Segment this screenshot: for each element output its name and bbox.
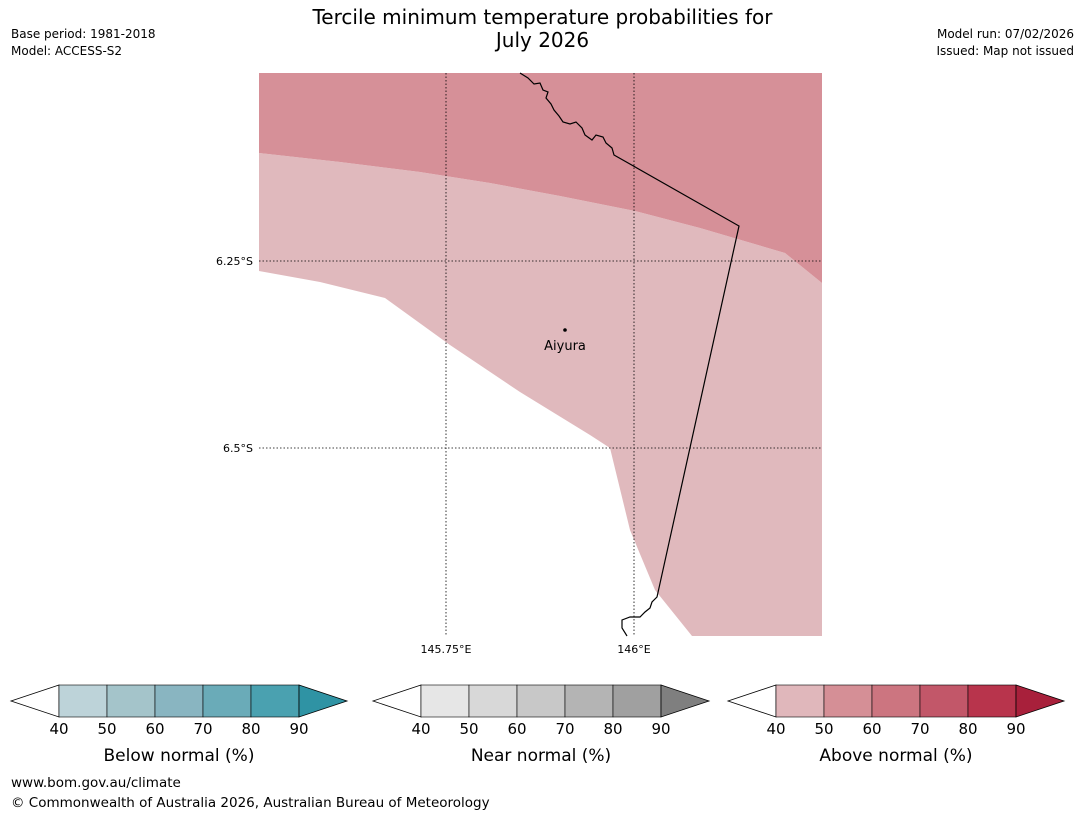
page-title: Tercile minimum temperature probabilitie… — [0, 6, 1085, 52]
lat-label-6-5: 6.5°S — [223, 442, 253, 455]
legend-above-tick-80: 80 — [958, 720, 977, 738]
legend-above-tick-50: 50 — [814, 720, 833, 738]
legend-near-under-arrow — [371, 684, 422, 718]
legend-near-swatch-80 — [612, 684, 662, 718]
province-boundary — [519, 72, 740, 637]
legend-below-tick-80: 80 — [241, 720, 260, 738]
legend-near-over-arrow — [660, 684, 711, 718]
meta-left: Base period: 1981-2018 Model: ACCESS-S2 — [11, 26, 156, 60]
legend-below-swatch-70 — [202, 684, 252, 718]
legend-near-tick-50: 50 — [459, 720, 478, 738]
lat-label-6-25: 6.25°S — [216, 255, 253, 268]
legend-below-tick-50: 50 — [97, 720, 116, 738]
legend-below-over-arrow — [298, 684, 349, 718]
legend-near-tick-90: 90 — [651, 720, 670, 738]
issued-text: Issued: Map not issued — [936, 44, 1074, 58]
legend-below-under-arrow — [9, 684, 60, 718]
legend-above-under-arrow — [726, 684, 777, 718]
legend-above-swatch-70 — [919, 684, 969, 718]
legend-near-tick-70: 70 — [555, 720, 574, 738]
legend-near-tick-80: 80 — [603, 720, 622, 738]
legend-above-swatch-40 — [775, 684, 825, 718]
legend-near-normal: 40 50 60 70 80 90 Near normal (%) — [371, 684, 711, 766]
aiyura-label: Aiyura — [544, 339, 586, 354]
legend-below-tick-60: 60 — [145, 720, 164, 738]
legend-below-tick-90: 90 — [289, 720, 308, 738]
model-text: Model: ACCESS-S2 — [11, 44, 123, 58]
title-line-1: Tercile minimum temperature probabilitie… — [312, 5, 773, 29]
legend-above-over-arrow — [1015, 684, 1066, 718]
base-period-text: Base period: 1981-2018 — [11, 27, 156, 41]
lon-label-145-75: 145.75°E — [421, 643, 472, 656]
legend-below-swatch-80 — [250, 684, 300, 718]
meta-right: Model run: 07/02/2026 Issued: Map not is… — [936, 26, 1074, 60]
footer-url: www.bom.gov.au/climate — [11, 775, 181, 791]
legend-near-tick-60: 60 — [507, 720, 526, 738]
map-panel: Aiyura 6.25°S 6.5°S 145.75°E 146°E — [216, 72, 822, 656]
legend-above-normal: 40 50 60 70 80 90 Above normal (%) — [726, 684, 1066, 766]
footer-copyright: © Commonwealth of Australia 2026, Austra… — [11, 795, 490, 811]
graticule — [259, 73, 822, 636]
legend-near-swatch-40 — [420, 684, 470, 718]
legend-above-label: Above normal (%) — [819, 746, 972, 766]
legend-below-tick-70: 70 — [193, 720, 212, 738]
legend-near-label: Near normal (%) — [471, 746, 611, 766]
legend-near-swatch-70 — [564, 684, 614, 718]
region-above-40-50 — [259, 153, 822, 636]
lon-label-146: 146°E — [617, 643, 650, 656]
legend-below-swatch-50 — [106, 684, 156, 718]
legend-below-normal: 40 50 60 70 80 90 Below normal (%) — [9, 684, 349, 766]
title-line-2: July 2026 — [495, 28, 590, 52]
legend-above-swatch-60 — [871, 684, 921, 718]
legend-below-swatch-60 — [154, 684, 204, 718]
legend-below-tick-40: 40 — [49, 720, 68, 738]
legend-below-swatch-40 — [58, 684, 108, 718]
region-above-50-60 — [259, 73, 822, 283]
aiyura-marker — [563, 328, 567, 332]
legend-above-swatch-50 — [823, 684, 873, 718]
legend-above-tick-40: 40 — [766, 720, 785, 738]
legend-above-swatch-80 — [967, 684, 1017, 718]
legend-near-swatch-60 — [516, 684, 566, 718]
legend-near-tick-40: 40 — [411, 720, 430, 738]
legend-above-tick-90: 90 — [1006, 720, 1025, 738]
model-run-text: Model run: 07/02/2026 — [936, 27, 1074, 41]
legend-above-tick-60: 60 — [862, 720, 881, 738]
legend-above-tick-70: 70 — [910, 720, 929, 738]
legend-below-label: Below normal (%) — [104, 746, 255, 766]
legend-near-swatch-50 — [468, 684, 518, 718]
